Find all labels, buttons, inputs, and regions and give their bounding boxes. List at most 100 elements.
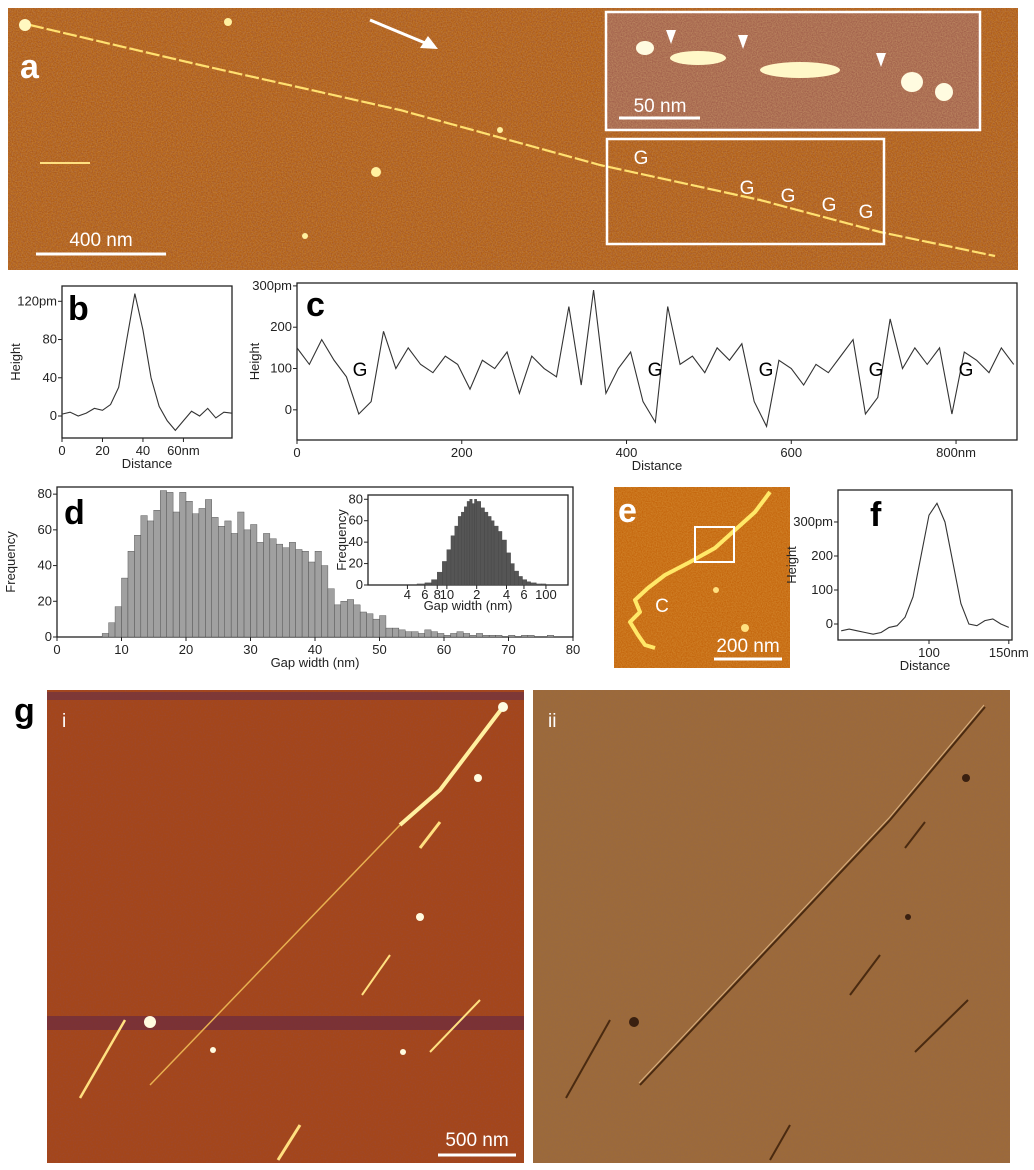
histogram-bar (140, 515, 148, 638)
histogram-bar (411, 631, 419, 638)
x-tick-label: 60 (437, 642, 451, 657)
x-tick-label: 200 (451, 445, 473, 460)
particle (760, 62, 840, 78)
histogram-bar (379, 615, 387, 638)
histogram-bar (463, 633, 471, 638)
x-tick-label: 20 (179, 642, 193, 657)
histogram-bar (263, 533, 271, 638)
histogram-bar (442, 561, 448, 586)
histogram-bar (522, 579, 527, 586)
histogram-bar (437, 633, 445, 638)
y-tick-label: 300pm (252, 278, 292, 293)
y-axis-label: Height (247, 342, 262, 380)
y-tick-label: 0 (826, 616, 833, 631)
scale-bar-label: 50 nm (634, 96, 687, 117)
histogram-bar (510, 563, 515, 586)
gap-marker: G (781, 186, 796, 207)
y-tick-label: 200 (811, 548, 833, 563)
particle (19, 19, 31, 31)
panel-label: f (870, 496, 882, 534)
profile-line (296, 289, 1015, 429)
histogram-bar (327, 588, 335, 638)
histogram-bar (476, 633, 483, 638)
x-tick-label: 80 (566, 642, 580, 657)
histogram-bar (166, 492, 174, 638)
y-axis-label: Frequency (334, 509, 349, 571)
histogram-bar (276, 543, 283, 638)
particle (498, 702, 508, 712)
histogram-bar (101, 633, 109, 638)
y-tick-label: 80 (38, 486, 52, 501)
chart: 0 100 200 300pm 100 150nm Distance Height f (784, 489, 1029, 673)
y-tick-label: 0 (356, 577, 363, 592)
histogram-bar (501, 539, 507, 586)
panel-e: e C 200 nm (614, 487, 790, 668)
histogram-bar (541, 583, 547, 586)
histogram-bar (385, 627, 393, 638)
scale-bar-label: 400 nm (69, 230, 132, 251)
particle (670, 51, 726, 65)
dna-strand (565, 1019, 611, 1099)
profile-line (841, 502, 1010, 635)
x-tick-label: 0 (293, 445, 300, 460)
histogram-bar (471, 503, 475, 586)
dna-strand (904, 821, 926, 849)
histogram-bar (474, 499, 477, 586)
x-axis-label: Distance (632, 458, 683, 473)
particle (741, 624, 749, 632)
particle (962, 774, 970, 782)
chart: 0 100 200 300pm 0 200 400 600 800nm Distance Heigh… (247, 278, 1018, 473)
panel-label: b (68, 290, 89, 328)
x-tick-label: 800nm (936, 445, 976, 460)
histogram-bar (147, 520, 154, 638)
gap-annotation: G (353, 360, 368, 381)
histogram-bar (372, 618, 380, 638)
dna-strand (29, 23, 996, 258)
x-axis-label: Gap width (nm) (424, 598, 513, 613)
y-axis-label: Height (8, 343, 23, 381)
y-tick-label: 40 (349, 534, 363, 549)
histogram-bar (488, 635, 496, 638)
panel-label: d (64, 494, 85, 532)
dna-strand (78, 1019, 127, 1099)
y-tick-label: 40 (43, 370, 57, 385)
plot-frame (61, 285, 233, 439)
panel-label: g (14, 692, 35, 730)
panel-label: e (618, 492, 637, 530)
histogram-bar (424, 582, 432, 586)
histogram-bar (498, 531, 503, 586)
scan-line (47, 692, 524, 700)
y-tick-label: 20 (349, 556, 363, 571)
histogram-bar (493, 525, 499, 586)
particle (144, 1016, 156, 1028)
y-tick-label: 20 (38, 593, 52, 608)
x-tick-label: 150nm (989, 645, 1029, 660)
histogram-bar (487, 516, 492, 586)
y-tick-label: 100 (811, 582, 833, 597)
scale-bar-label: 500 nm (445, 1130, 508, 1151)
histogram-bar (185, 501, 193, 638)
y-axis-label: Height (784, 546, 799, 584)
y-tick-label: 60 (349, 513, 363, 528)
dna-strand (149, 824, 401, 1086)
dna-strand (769, 1124, 791, 1161)
histogram-bar (450, 535, 455, 586)
dna-strand-shadow (639, 706, 986, 1086)
x-tick-label: 20 (95, 443, 109, 458)
histogram-bar (405, 631, 412, 638)
histogram-bar (461, 511, 465, 586)
subpanel-label: ii (548, 711, 556, 732)
histogram-bar (340, 601, 348, 638)
histogram-bar (430, 631, 438, 638)
histogram-bar (466, 501, 470, 586)
histogram-bar (456, 631, 464, 638)
histogram-bar (301, 551, 309, 638)
histogram-bar (359, 611, 367, 638)
panel-label: c (306, 286, 325, 324)
dna-strand (914, 999, 969, 1053)
y-tick-label: 0 (50, 408, 57, 423)
histogram-bar (495, 635, 503, 638)
dna-strand (638, 704, 985, 1084)
